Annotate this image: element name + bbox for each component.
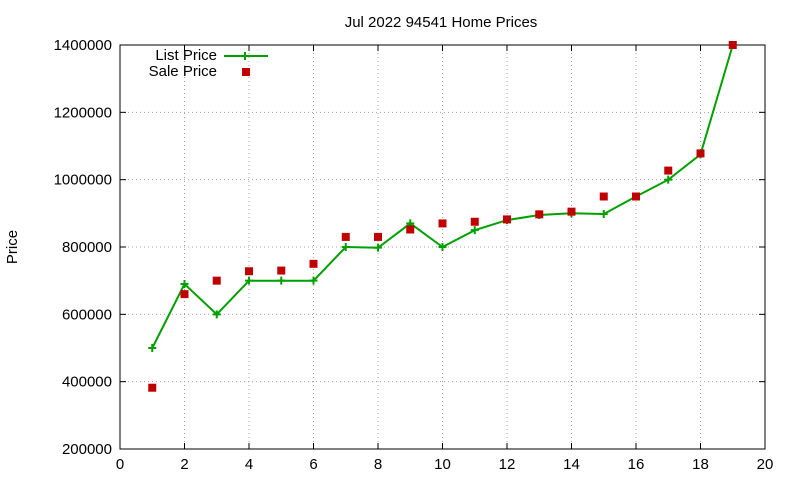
point-list-price <box>245 276 253 285</box>
point-sale-price <box>406 225 415 234</box>
y-axis-label: Price <box>4 230 21 264</box>
point-sale-price <box>470 217 479 226</box>
x-tick-label: 10 <box>434 456 451 473</box>
x-tick-label: 18 <box>692 456 709 473</box>
point-sale-price <box>664 166 673 175</box>
point-sale-price <box>341 232 350 241</box>
point-sale-price <box>599 192 608 201</box>
legend-label-sale-price: Sale Price <box>149 63 217 80</box>
axis-ticks: 0 2 4 6 8 10 12 14 16 18 20 200000 400000 600000 80000… <box>54 37 774 473</box>
point-list-price <box>374 243 382 252</box>
x-tick-label: 20 <box>757 456 774 473</box>
x-tick-label: 2 <box>180 456 188 473</box>
point-sale-price <box>277 266 286 275</box>
x-tick-label: 14 <box>563 456 580 473</box>
legend: List Price Sale Price <box>149 47 268 80</box>
x-tick-label: 12 <box>499 456 516 473</box>
point-list-price <box>599 210 608 219</box>
series-layer <box>148 41 737 392</box>
legend-label-list-price: List Price <box>155 47 217 64</box>
point-list-price <box>341 243 350 251</box>
y-tick-label: 400000 <box>62 374 112 391</box>
y-tick-label: 800000 <box>62 239 112 256</box>
legend-marker-list-price <box>241 52 249 60</box>
point-list-price <box>309 276 318 285</box>
y-tick-label: 200000 <box>62 441 112 458</box>
point-list-price <box>470 226 479 235</box>
point-sale-price <box>503 215 511 224</box>
y-tick-label: 600000 <box>62 306 112 323</box>
point-sale-price <box>148 383 157 392</box>
chart-title: Jul 2022 94541 Home Prices <box>345 14 538 31</box>
x-tick-label: 6 <box>309 456 317 473</box>
y-tick-label: 1000000 <box>54 172 112 189</box>
point-sale-price <box>212 276 221 285</box>
point-list-price <box>277 276 286 285</box>
point-sale-price <box>438 219 447 228</box>
point-list-price <box>180 280 189 289</box>
point-sale-price <box>728 41 737 49</box>
point-list-price <box>148 344 157 352</box>
point-sale-price <box>374 232 382 241</box>
point-sale-price <box>535 210 544 219</box>
point-sale-price <box>696 149 705 158</box>
point-list-price <box>438 243 447 251</box>
point-sale-price <box>567 207 576 216</box>
grid-lines <box>120 45 765 449</box>
y-tick-label: 1400000 <box>54 37 112 54</box>
x-tick-label: 8 <box>374 456 382 473</box>
point-sale-price <box>245 267 253 276</box>
x-tick-label: 0 <box>116 456 124 473</box>
legend-marker-sale-price <box>242 68 250 76</box>
series-line-list-price <box>151 44 734 349</box>
x-tick-label: 4 <box>245 456 253 473</box>
point-list-price <box>664 175 673 184</box>
y-tick-label: 1200000 <box>54 104 112 121</box>
x-tick-label: 16 <box>628 456 645 473</box>
point-sale-price <box>180 290 189 299</box>
point-list-price <box>212 310 221 319</box>
point-sale-price <box>309 259 318 268</box>
point-sale-price <box>632 192 640 201</box>
